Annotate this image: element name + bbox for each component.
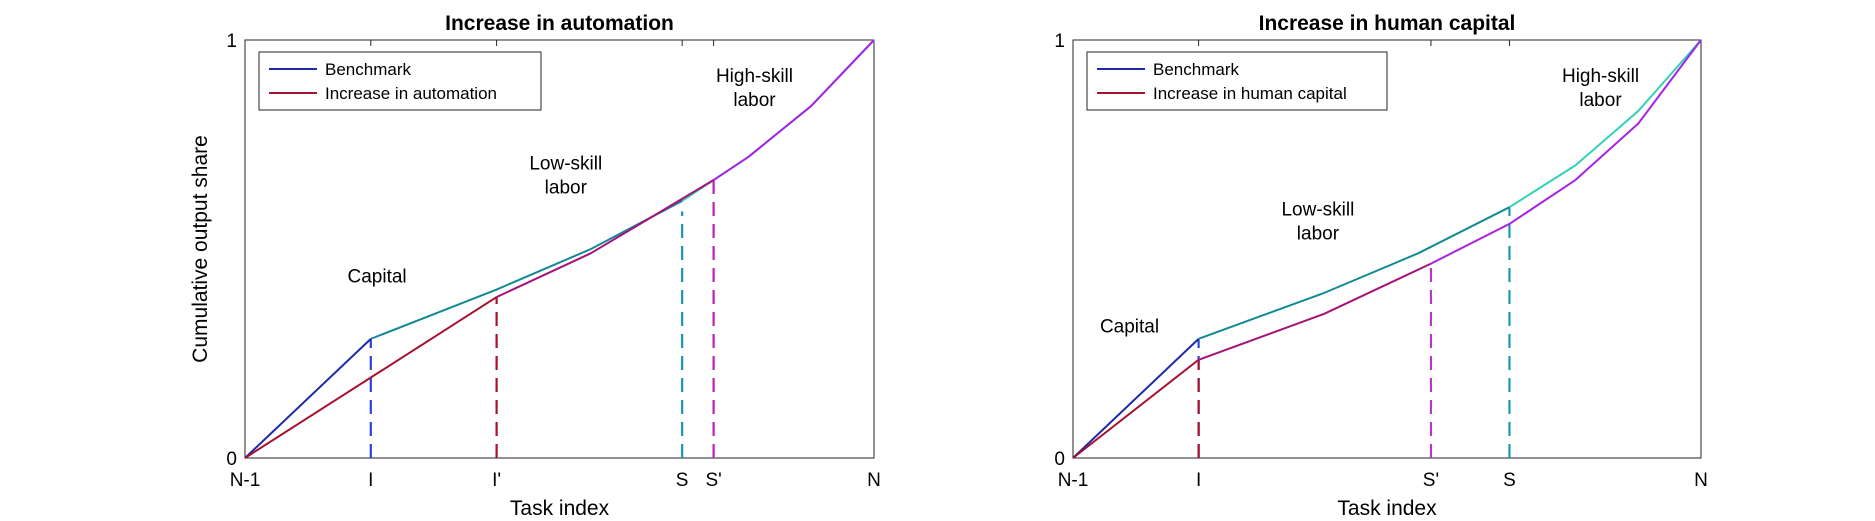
x-tick-label: N-1 — [230, 470, 261, 491]
region-label: High-skill — [716, 66, 793, 87]
chart-title: Increase in automation — [445, 12, 674, 35]
series-line-benchmark-low-skill — [1198, 206, 1510, 340]
x-tick-label: N — [867, 470, 881, 491]
chart-panel-2: Increase in human capital N-1 I S' S N 0 1 Task … — [1054, 12, 1707, 520]
series-line-alternative-high-skill — [713, 39, 875, 181]
region-label: Capital — [348, 266, 407, 287]
x-tick-label: N-1 — [1058, 470, 1089, 491]
x-tick-label: S — [1503, 470, 1516, 491]
chart-panel-1: Increase in automation N-1 I I' S S' N 0 1 Task i… — [189, 12, 881, 520]
series-line-benchmark-low-skill — [370, 200, 683, 340]
legend-label: Increase in automation — [325, 84, 497, 103]
region-label: labor — [545, 178, 588, 199]
series-line-benchmark-capital — [1072, 338, 1200, 459]
series-line-alternative-capital — [1072, 358, 1200, 459]
chart-title: Increase in human capital — [1259, 12, 1516, 35]
series-line-benchmark-high-skill — [681, 39, 875, 202]
y-tick-label: 1 — [226, 31, 237, 52]
legend-box — [258, 51, 542, 111]
region-label: Capital — [1100, 317, 1159, 338]
x-tick-label: I' — [492, 470, 501, 491]
series-line-benchmark-high-skill — [1508, 39, 1702, 209]
region-label: High-skill — [1562, 66, 1639, 87]
x-tick-label: S' — [705, 470, 721, 491]
series-line-alternative-high-skill — [1430, 39, 1702, 265]
series-line-benchmark-capital — [244, 338, 372, 459]
x-tick-label: N — [1694, 470, 1708, 491]
legend-label: Benchmark — [325, 60, 411, 79]
y-axis-label: Cumulative output share — [189, 135, 212, 363]
y-tick-label: 0 — [1054, 449, 1065, 470]
region-label: labor — [1579, 90, 1622, 111]
legend-label: Benchmark — [1153, 60, 1239, 79]
series-line-alternative-low-skill — [496, 179, 715, 298]
region-label: Low-skill — [1281, 200, 1354, 221]
region-label: Low-skill — [529, 154, 602, 175]
x-tick-label: S — [676, 470, 689, 491]
plot-area — [1072, 39, 1702, 459]
y-tick-label: 1 — [1054, 31, 1065, 52]
legend-label: Increase in human capital — [1153, 84, 1347, 103]
x-tick-label: I — [1196, 470, 1201, 491]
y-tick-label: 0 — [226, 449, 237, 470]
series-line-alternative-capital — [244, 296, 498, 459]
legend-box — [1086, 51, 1388, 111]
x-tick-label: S' — [1423, 470, 1439, 491]
x-axis-label: Task index — [510, 497, 610, 520]
x-axis-label: Task index — [1337, 497, 1437, 520]
region-label: labor — [1297, 224, 1340, 245]
x-tick-label: I — [368, 470, 373, 491]
region-label: labor — [733, 90, 776, 111]
series-line-alternative-low-skill — [1198, 262, 1432, 361]
plot-area — [244, 39, 875, 459]
